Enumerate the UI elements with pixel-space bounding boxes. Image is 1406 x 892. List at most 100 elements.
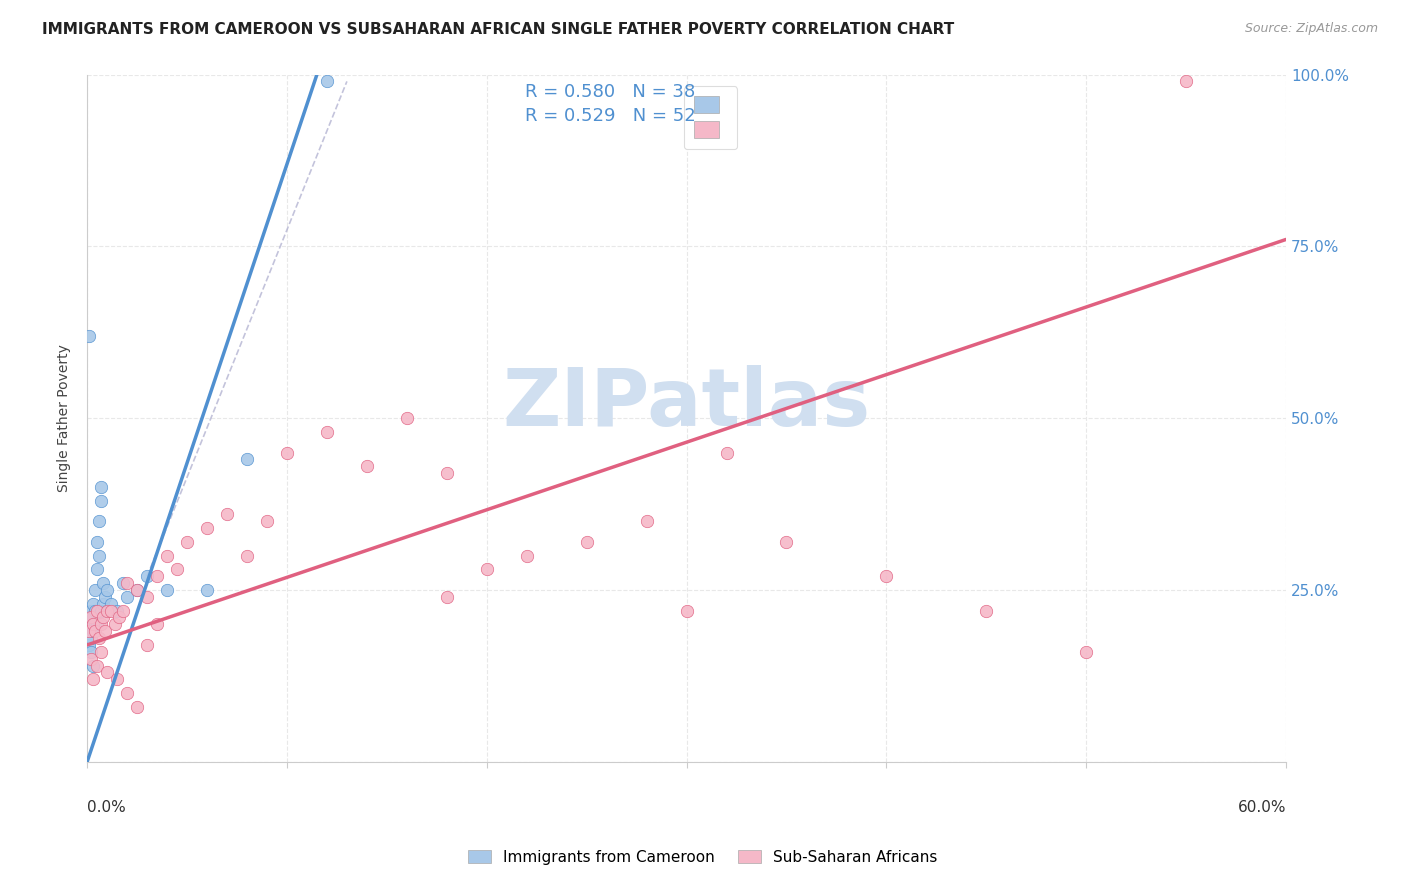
Point: [80, 631, 103, 645]
Point: [90, 480, 112, 494]
Text: R = 0.529   N = 52: R = 0.529 N = 52: [524, 107, 696, 125]
Point: [86, 617, 108, 632]
Text: ZIPatlas: ZIPatlas: [502, 366, 870, 443]
Text: R = 0.580   N = 38: R = 0.580 N = 38: [524, 83, 695, 101]
Point: [256, 514, 278, 528]
Point: [1175, 74, 1198, 88]
Point: [96, 582, 118, 597]
Text: 0.0%: 0.0%: [87, 799, 127, 814]
Point: [84, 624, 107, 639]
Point: [90, 604, 112, 618]
Point: [105, 604, 128, 618]
Point: [775, 534, 797, 549]
Point: [94, 624, 117, 639]
Point: [195, 521, 218, 535]
Point: [156, 582, 179, 597]
Point: [86, 658, 108, 673]
Point: [96, 604, 118, 618]
Text: IMMIGRANTS FROM CAMEROON VS SUBSAHARAN AFRICAN SINGLE FATHER POVERTY CORRELATION: IMMIGRANTS FROM CAMEROON VS SUBSAHARAN A…: [42, 22, 955, 37]
Point: [127, 582, 149, 597]
Point: [115, 686, 138, 700]
Point: [82, 673, 104, 687]
Point: [127, 699, 149, 714]
Point: [86, 534, 108, 549]
Y-axis label: Single Father Poverty: Single Father Poverty: [58, 344, 72, 492]
Point: [136, 569, 159, 583]
Point: [236, 452, 259, 467]
Point: [675, 604, 697, 618]
Point: [96, 604, 118, 618]
Point: [236, 549, 259, 563]
Point: [316, 74, 339, 88]
Text: Source: ZipAtlas.com: Source: ZipAtlas.com: [1244, 22, 1378, 36]
Point: [516, 549, 538, 563]
Point: [875, 569, 897, 583]
Point: [115, 590, 138, 604]
Point: [90, 617, 112, 632]
Point: [475, 562, 498, 576]
Point: [395, 411, 418, 425]
Point: [127, 582, 149, 597]
Point: [77, 624, 100, 639]
Point: [436, 590, 458, 604]
Point: [636, 514, 658, 528]
Point: [86, 604, 108, 618]
Point: [90, 493, 112, 508]
Point: [80, 617, 103, 632]
Point: [82, 624, 104, 639]
Point: [112, 576, 135, 591]
Point: [716, 445, 738, 459]
Point: [94, 590, 117, 604]
Point: [316, 425, 339, 439]
Point: [82, 658, 104, 673]
Point: [82, 610, 104, 624]
Point: [84, 604, 107, 618]
Point: [136, 638, 159, 652]
Point: [1076, 645, 1098, 659]
Point: [276, 445, 298, 459]
Point: [84, 617, 107, 632]
Point: [104, 617, 127, 632]
Point: [77, 610, 100, 624]
Point: [156, 549, 179, 563]
Point: [86, 562, 108, 576]
Point: [89, 514, 111, 528]
Point: [146, 617, 169, 632]
Point: [91, 597, 114, 611]
Point: [105, 673, 128, 687]
Point: [974, 604, 997, 618]
Point: [77, 638, 100, 652]
Point: [80, 604, 103, 618]
Point: [80, 651, 103, 665]
Legend: , : ,: [683, 87, 737, 149]
Point: [215, 508, 238, 522]
Point: [90, 645, 112, 659]
Point: [108, 610, 131, 624]
Point: [91, 576, 114, 591]
Point: [80, 610, 103, 624]
Point: [575, 534, 598, 549]
Point: [436, 466, 458, 480]
Point: [356, 459, 378, 474]
Point: [77, 328, 100, 343]
Point: [176, 534, 198, 549]
Point: [115, 576, 138, 591]
Legend: Immigrants from Cameroon, Sub-Saharan Africans: Immigrants from Cameroon, Sub-Saharan Af…: [463, 844, 943, 871]
Point: [96, 665, 118, 680]
Text: 60.0%: 60.0%: [1237, 799, 1286, 814]
Point: [195, 582, 218, 597]
Point: [77, 624, 100, 639]
Point: [80, 645, 103, 659]
Point: [89, 631, 111, 645]
Point: [100, 597, 122, 611]
Point: [146, 569, 169, 583]
Point: [82, 597, 104, 611]
Point: [82, 617, 104, 632]
Point: [136, 590, 159, 604]
Point: [91, 610, 114, 624]
Point: [89, 549, 111, 563]
Point: [112, 604, 135, 618]
Point: [100, 604, 122, 618]
Point: [84, 582, 107, 597]
Point: [166, 562, 188, 576]
